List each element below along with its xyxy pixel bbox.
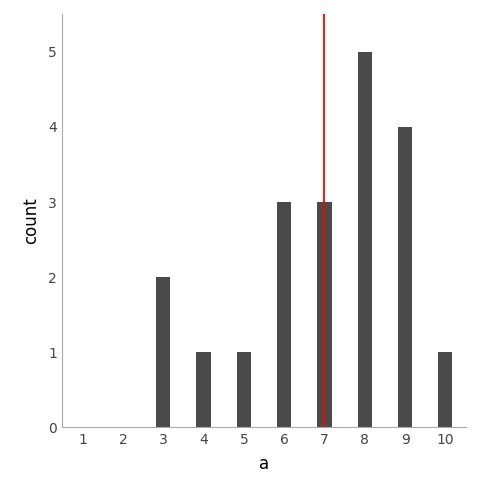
Bar [438,352,453,427]
Bar [237,352,251,427]
X-axis label: a: a [259,455,269,473]
Bar [398,127,412,427]
Bar [358,52,372,427]
Y-axis label: count: count [22,197,40,244]
Bar [277,202,291,427]
Bar [196,352,211,427]
Bar [156,277,170,427]
Bar [317,202,332,427]
